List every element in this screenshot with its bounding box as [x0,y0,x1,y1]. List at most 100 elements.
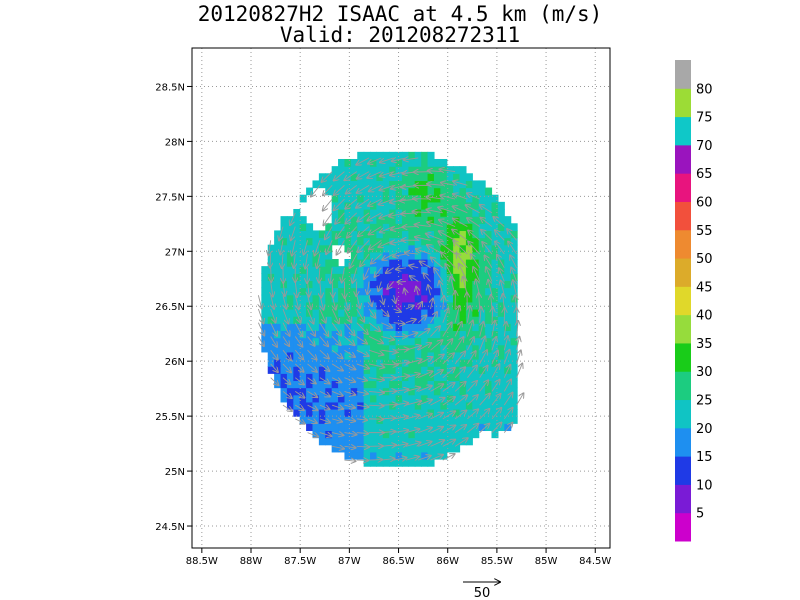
wind-arrow [344,419,355,421]
wind-cell [338,237,346,246]
wind-cell [357,366,365,374]
wind-cell [453,194,461,203]
wind-cell [440,287,448,296]
colorbar-swatch [675,60,691,89]
wind-cell [299,351,307,360]
wind-cell [382,173,390,182]
wind-cell [427,187,435,196]
wind-cell [363,208,371,217]
wind-cell [382,201,390,210]
wind-cell [497,201,505,210]
wind-cell [274,301,282,310]
y-tick-label: 26.5N [155,302,185,313]
wind-arrow [405,387,420,392]
wind-cell [338,294,346,303]
wind-cell [472,237,480,246]
wind-arrow [282,254,283,268]
wind-cell [427,173,435,182]
wind-cell [465,273,473,282]
wind-arrow [367,281,369,295]
wind-cell [478,244,486,253]
wind-cell [497,351,505,360]
wind-cell [497,416,505,424]
wind-cell [510,316,518,324]
x-tick-label: 87W [338,556,361,567]
wind-cell [280,244,288,253]
wind-cell [510,387,518,396]
wind-cell [510,244,518,253]
wind-cell [350,444,358,453]
wind-cell [459,287,467,296]
wind-arrow [319,349,329,358]
wind-cell [357,337,365,346]
wind-cell [370,151,378,160]
wind-cell [395,151,403,160]
wind-arrow [453,241,468,255]
wind-cell [453,244,461,253]
wind-cell [478,208,486,217]
wind-cell [318,230,326,239]
wind-cell [491,287,499,296]
wind-arrow [442,308,449,323]
wind-cell [318,273,326,282]
wind-cell [427,423,435,432]
wind-arrow [290,212,296,225]
wind-arrow [344,391,355,394]
wind-cell [401,308,409,317]
wind-cell [408,380,416,389]
wind-cell [433,201,441,210]
wind-cell [312,408,320,417]
wind-arrow [294,336,302,346]
wind-cell [459,373,467,382]
wind-arrow [346,185,358,193]
wind-cell [363,380,371,389]
wind-cell [338,408,346,417]
wind-cell [325,301,333,310]
wind-arrow [371,253,382,264]
wind-cell [395,394,403,403]
wind-cell [478,258,486,267]
wind-cell [504,408,512,417]
colorbar-swatch [675,116,691,146]
wind-cell [446,208,454,217]
wind-arrow [405,415,419,419]
wind-arrow [414,172,431,173]
wind-arrow [307,267,308,283]
wind-arrow [282,377,290,385]
wind-cell [350,294,358,303]
wind-arrow [283,295,286,309]
wind-cell [318,351,326,360]
wind-cell [421,266,429,274]
wind-arrow [442,411,455,420]
wind-cell [453,280,461,289]
wind-cell [312,387,320,396]
wind-cell [344,308,352,317]
wind-cell [395,158,403,167]
wind-cell [382,423,390,432]
wind-arrow [307,404,318,410]
wind-cell [395,458,403,467]
wind-cell [408,280,416,289]
wind-cell [389,151,397,160]
x-tick-label: 85W [535,556,558,567]
wind-cell [370,366,378,374]
wind-cell [363,401,371,410]
wind-cell [306,380,314,389]
wind-cell [478,423,486,432]
wind-cell [267,344,275,353]
wind-cell [478,180,486,189]
wind-cell [491,273,499,282]
wind-cell [497,358,505,367]
wind-cell [446,430,454,439]
wind-cell [414,451,422,460]
wind-cell [491,394,499,403]
wind-arrow [394,295,396,303]
wind-arrow [304,240,308,254]
wind-cell [357,294,365,303]
wind-cell [318,380,326,389]
wind-cell [491,294,499,303]
wind-cell [325,237,333,246]
wind-arrow [417,315,426,324]
wind-arrow [330,267,332,283]
wind-cell [274,280,282,289]
